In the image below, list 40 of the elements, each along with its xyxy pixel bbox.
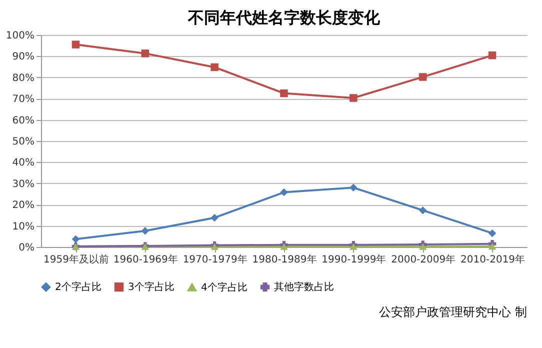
y-tick-label: 100% — [6, 30, 34, 42]
point — [141, 227, 150, 235]
point — [350, 94, 358, 102]
y-tick-label: 70% — [12, 94, 34, 106]
point — [280, 188, 288, 196]
legend-label: 3个字占比 — [128, 281, 174, 294]
x-tick-label: 1959年及以前 — [43, 254, 109, 266]
y-tick-label: 60% — [12, 115, 34, 126]
point — [350, 184, 358, 192]
point — [418, 243, 427, 250]
point — [72, 235, 80, 244]
x-tick-label: 2000-2009年 — [391, 254, 456, 266]
y-tick-label: 30% — [12, 178, 34, 190]
point — [72, 40, 80, 48]
point — [418, 73, 427, 81]
x-tick-label: 1970-1979年 — [182, 254, 248, 266]
point — [280, 89, 288, 98]
point — [488, 243, 496, 250]
x-tick-label: 1990-1999年 — [322, 254, 386, 266]
x-tick-label: 2010-2019年 — [460, 254, 526, 266]
x-tick-label: 1980-1989年 — [252, 254, 317, 266]
y-tick-label: 10% — [12, 221, 34, 232]
legend-label: 2个字占比 — [55, 281, 102, 294]
legend-label: 4个字占比 — [201, 281, 248, 294]
x-tick-label: 1960-1969年 — [113, 254, 178, 266]
text: 公安部户政管理研究中心 制 — [379, 305, 527, 319]
chart-title: 不同年代姓名字数长度变化 — [187, 8, 381, 27]
y-tick-label: 50% — [12, 136, 34, 148]
y-tick-label: 90% — [12, 52, 34, 63]
point — [488, 229, 496, 238]
y-tick-label: 0% — [18, 242, 34, 254]
y-tick-label: 80% — [12, 72, 34, 84]
legend-label: 其他字数占比 — [274, 281, 334, 294]
point — [210, 214, 218, 222]
point — [488, 51, 496, 60]
point — [418, 206, 427, 214]
point — [210, 63, 218, 72]
point — [141, 50, 150, 58]
y-tick-label: 20% — [12, 200, 34, 212]
y-tick-label: 40% — [12, 158, 34, 169]
